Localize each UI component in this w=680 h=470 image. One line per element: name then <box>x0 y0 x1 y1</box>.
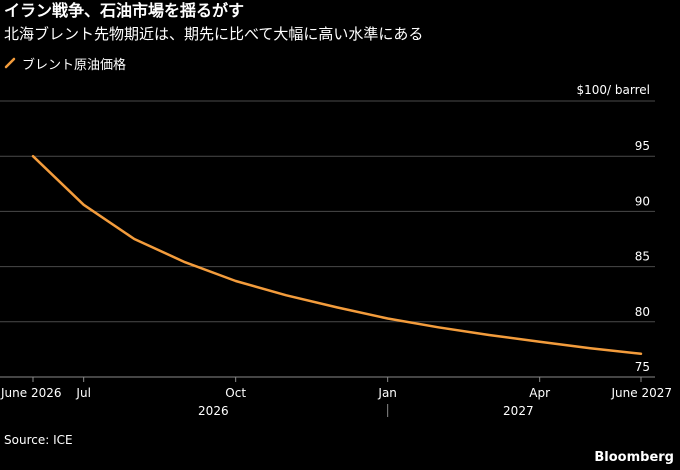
legend: ブレント原油価格 <box>4 54 127 73</box>
y-tick-labels: 75 80 85 90 95 <box>635 139 650 374</box>
y-tick-label: 95 <box>635 139 650 153</box>
legend-label: ブレント原油価格 <box>22 57 127 73</box>
legend-swatch-icon <box>4 57 16 69</box>
year-label: 2027 <box>503 404 534 418</box>
y-tick-label: 90 <box>635 194 650 208</box>
gridlines <box>0 100 655 323</box>
chart-subtitle: 北海ブレント先物期近は、期先に比べて大幅に高い水準にある <box>4 25 424 43</box>
y-tick-label: 80 <box>635 305 650 319</box>
x-tick-label: June 2027 <box>611 386 673 400</box>
chart-title: イラン戦争、石油市場を揺るがす <box>4 1 245 20</box>
x-tick-label: Jan <box>377 386 397 400</box>
brand-logo: Bloomberg <box>594 450 674 465</box>
y-tick-label: 75 <box>635 360 650 374</box>
x-tick-label: Oct <box>225 386 246 400</box>
y-tick-label: 85 <box>635 250 650 264</box>
x-tick-label: Jul <box>75 386 90 400</box>
x-tick-label: June 2026 <box>0 386 62 400</box>
y-axis-unit-label: $100/ barrel <box>577 83 650 97</box>
x-axis: June 2026 Jul Oct Jan Apr June 2027 2026 2027 <box>0 376 673 418</box>
source-note: Source: ICE <box>4 433 73 447</box>
year-label: 2026 <box>198 404 229 418</box>
x-tick-label: Apr <box>529 386 550 400</box>
series-layer <box>31 154 643 356</box>
series-line-brent <box>31 154 643 356</box>
